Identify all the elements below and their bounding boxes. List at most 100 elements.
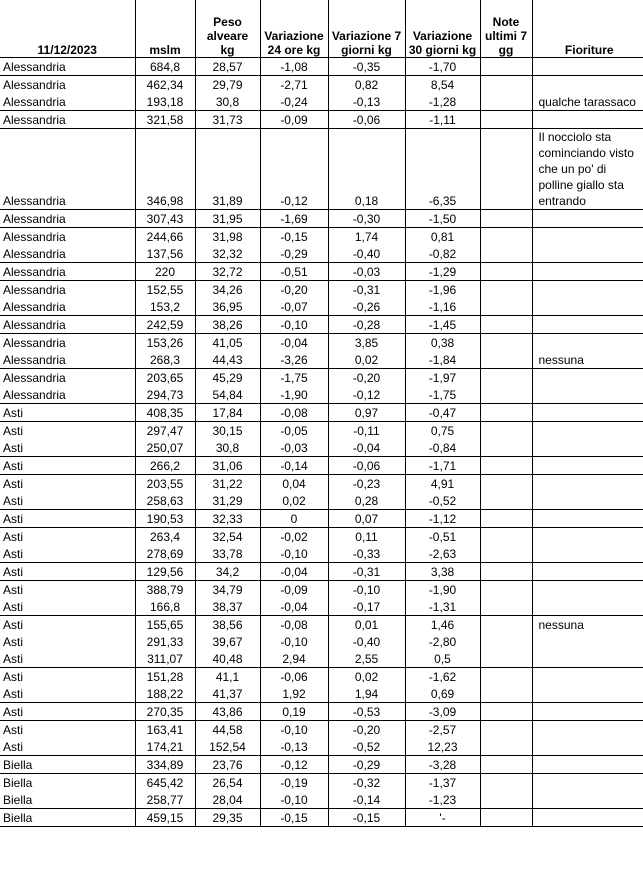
notes-cell	[479, 128, 532, 210]
row-group: Asti 297,47 30,15 -0,05 -0,11 0,75 Asti 250,07 3…	[0, 421, 643, 457]
change-7d-cell: -0,06	[327, 456, 405, 475]
change-7d-cell: 2,55	[327, 650, 405, 668]
region-cell: Alessandria	[3, 60, 66, 74]
hive-weight-cell: 152,54	[194, 738, 260, 756]
row: Alessandria 244,66 31,98 -0,15 1,74 0,81	[0, 227, 643, 245]
change-30d-cell: -1,75	[404, 386, 480, 404]
blooms-cell	[531, 386, 643, 404]
hive-weight-cell: 31,29	[194, 492, 260, 510]
header-cell: Variazione 7 giorni kg	[327, 0, 405, 58]
change-30d-cell: -1,70	[404, 57, 480, 76]
region-cell: Asti	[3, 424, 24, 438]
blooms-cell	[531, 650, 643, 668]
row: Alessandria 462,34 29,79 -2,71 0,82 8,54	[0, 75, 643, 93]
row: Alessandria 203,65 45,29 -1,75 -0,20 -1,97	[0, 368, 643, 386]
blooms-cell	[531, 773, 643, 791]
change-30d-cell: 8,54	[404, 75, 480, 93]
change-30d-cell: -3,28	[404, 755, 480, 774]
change-30d-cell: -1,96	[404, 280, 480, 298]
altitude-cell: 174,21	[134, 738, 195, 756]
row: Alessandria 307,43 31,95 -1,69 -0,30 -1,50	[0, 209, 643, 228]
change-30d-cell: 0,5	[404, 650, 480, 668]
blooms-cell: nessuna	[531, 615, 643, 633]
altitude-cell: 266,2	[134, 456, 195, 475]
change-7d-cell: -0,14	[327, 791, 405, 809]
altitude-cell: 153,26	[134, 333, 195, 351]
hive-weight-cell: 44,58	[194, 720, 260, 738]
notes-cell	[479, 773, 532, 791]
change-7d-cell: 0,02	[327, 351, 405, 369]
region-cell: Alessandria	[3, 247, 66, 261]
notes-cell	[479, 527, 532, 545]
change-7d-cell: -0,15	[327, 808, 405, 827]
change-24h-cell: -0,08	[259, 615, 328, 633]
row-group: Alessandria 321,58 31,73 -0,09 -0,06 -1,11	[0, 110, 643, 129]
notes-cell	[479, 667, 532, 685]
region-cell: Asti	[3, 530, 24, 544]
blooms-cell	[531, 227, 643, 245]
notes-cell	[479, 403, 532, 422]
row-group: Alessandria 684,8 28,57 -1,08 -0,35 -1,70	[0, 57, 643, 76]
region-cell: Asti	[3, 565, 24, 579]
hive-weight-cell: 34,79	[194, 580, 260, 598]
change-24h-cell: -0,20	[259, 280, 328, 298]
blooms-cell	[531, 474, 643, 492]
change-30d-cell: -6,35	[404, 128, 480, 210]
hive-weight-cell: 31,98	[194, 227, 260, 245]
row-group: Alessandria 203,65 45,29 -1,75 -0,20 -1,97 Ale…	[0, 368, 643, 404]
row-group: Asti 388,79 34,79 -0,09 -0,10 -1,90 Asti 166,8 3…	[0, 580, 643, 616]
change-30d-cell: '-	[404, 808, 480, 827]
region-cell: Alessandria	[3, 283, 66, 297]
row-group: Asti 270,35 43,86 0,19 -0,53 -3,09	[0, 702, 643, 721]
altitude-cell: 163,41	[134, 720, 195, 738]
notes-cell	[479, 474, 532, 492]
change-7d-cell: 1,74	[327, 227, 405, 245]
change-30d-cell: -1,84	[404, 351, 480, 369]
hive-weight-cell: 45,29	[194, 368, 260, 386]
notes-cell	[479, 333, 532, 351]
change-24h-cell: -3,26	[259, 351, 328, 369]
altitude-cell: 244,66	[134, 227, 195, 245]
row: Asti 408,35 17,84 -0,08 0,97 -0,47	[0, 403, 643, 422]
change-24h-cell: -0,10	[259, 720, 328, 738]
hive-weight-cell: 34,2	[194, 562, 260, 581]
region-cell: Asti	[3, 670, 24, 684]
change-24h-cell: -0,05	[259, 421, 328, 439]
blooms-cell	[531, 545, 643, 563]
row: Alessandria 193,18 30,8 -0,24 -0,13 -1,28 qual…	[0, 93, 643, 111]
change-30d-cell: -1,62	[404, 667, 480, 685]
blooms-cell	[531, 702, 643, 721]
notes-cell	[479, 298, 532, 316]
change-30d-cell: -0,51	[404, 527, 480, 545]
row-group: Alessandria 307,43 31,95 -1,69 -0,30 -1,50	[0, 209, 643, 228]
notes-cell	[479, 368, 532, 386]
change-24h-cell: -1,08	[259, 57, 328, 76]
row: Asti 258,63 31,29 0,02 0,28 -0,52	[0, 492, 643, 510]
region-cell: Alessandria	[3, 265, 66, 279]
altitude-cell: 388,79	[134, 580, 195, 598]
region-cell: Asti	[3, 406, 24, 420]
change-24h-cell: -0,12	[259, 755, 328, 774]
region-cell: Biella	[3, 776, 33, 790]
change-30d-cell: -1,31	[404, 598, 480, 616]
row: Asti 203,55 31,22 0,04 -0,23 4,91	[0, 474, 643, 492]
region-cell: Asti	[3, 652, 24, 666]
hive-weight-cell: 31,22	[194, 474, 260, 492]
row: Alessandria 684,8 28,57 -1,08 -0,35 -1,70	[0, 57, 643, 76]
blooms-cell	[531, 685, 643, 703]
altitude-cell: 250,07	[134, 439, 195, 457]
row: Alessandria 268,3 44,43 -3,26 0,02 -1,84 nessu…	[0, 351, 643, 369]
change-7d-cell: -0,13	[327, 93, 405, 111]
change-24h-cell: 0,02	[259, 492, 328, 510]
row-group: Asti 408,35 17,84 -0,08 0,97 -0,47	[0, 403, 643, 422]
change-7d-cell: 0,11	[327, 527, 405, 545]
change-30d-cell: 1,46	[404, 615, 480, 633]
altitude-cell: 166,8	[134, 598, 195, 616]
row-group: Alessandria 346,98 31,89 -0,12 0,18 -6,35 Il n…	[0, 128, 643, 210]
change-7d-cell: -0,35	[327, 57, 405, 76]
row: Asti 190,53 32,33 0 0,07 -1,12	[0, 509, 643, 528]
region-cell: Alessandria	[3, 336, 66, 350]
row: Asti 166,8 38,37 -0,04 -0,17 -1,31	[0, 598, 643, 616]
altitude-cell: 220	[134, 262, 195, 281]
